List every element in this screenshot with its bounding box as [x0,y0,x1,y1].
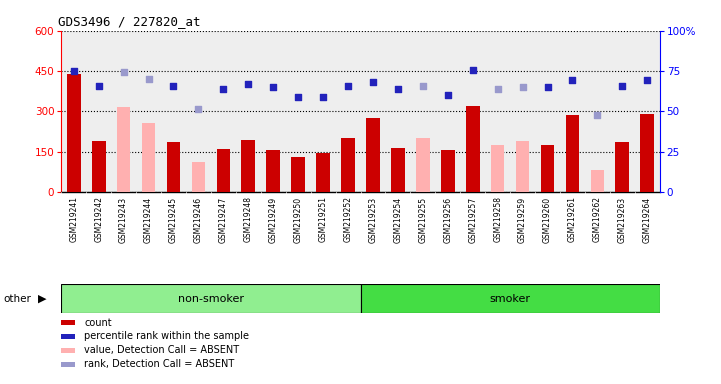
Text: GSM219261: GSM219261 [568,197,577,242]
Text: GSM219254: GSM219254 [394,197,402,243]
Text: GSM219250: GSM219250 [293,197,303,243]
Text: value, Detection Call = ABSENT: value, Detection Call = ABSENT [84,345,239,355]
Point [193,106,204,112]
Text: rank, Detection Call = ABSENT: rank, Detection Call = ABSENT [84,359,234,369]
Text: percentile rank within the sample: percentile rank within the sample [84,331,249,341]
Text: GSM219251: GSM219251 [319,197,327,242]
Point [567,78,578,84]
Point [642,78,653,84]
Bar [491,145,505,192]
Point [218,86,229,92]
Bar [61,320,75,325]
Bar [317,153,330,192]
Text: GSM219264: GSM219264 [642,197,652,243]
Point [242,81,254,88]
Point [168,83,180,89]
Point [367,79,379,85]
Point [592,112,603,118]
Bar [516,141,529,192]
Bar [416,138,430,192]
Text: GSM219260: GSM219260 [543,197,552,243]
Point [143,76,154,82]
Text: GSM219263: GSM219263 [618,197,627,243]
Text: GSM219241: GSM219241 [69,197,79,242]
Bar [541,145,554,192]
Text: GSM219257: GSM219257 [468,197,477,243]
Point [417,83,428,89]
Bar [92,141,105,192]
Text: ▶: ▶ [37,293,46,304]
Text: GDS3496 / 227820_at: GDS3496 / 227820_at [58,15,200,28]
Bar [61,284,360,313]
Text: non-smoker: non-smoker [178,293,244,304]
Text: GSM219247: GSM219247 [219,197,228,243]
Bar [216,149,230,192]
Bar [142,124,156,192]
Bar [565,115,579,192]
Text: GSM219255: GSM219255 [418,197,428,243]
Point [93,83,105,89]
Text: GSM219243: GSM219243 [119,197,128,243]
Point [342,83,354,89]
Point [392,86,404,92]
Text: GSM219253: GSM219253 [368,197,378,243]
Point [492,86,503,92]
Bar [441,150,455,192]
Text: GSM219249: GSM219249 [269,197,278,243]
Text: GSM219245: GSM219245 [169,197,178,243]
Point [118,70,129,76]
Bar [341,138,355,192]
Bar [167,142,180,192]
Bar [61,334,75,339]
Bar [366,118,380,192]
Bar [242,140,255,192]
Bar [360,284,660,313]
Text: GSM219259: GSM219259 [518,197,527,243]
Text: GSM219244: GSM219244 [144,197,153,243]
Point [68,68,79,74]
Text: GSM219242: GSM219242 [94,197,103,242]
Point [467,67,479,73]
Text: GSM219256: GSM219256 [443,197,452,243]
Text: smoker: smoker [490,293,531,304]
Bar [266,150,280,192]
Bar [466,106,479,192]
Bar [61,362,75,367]
Bar [67,74,81,192]
Text: other: other [4,293,32,304]
Text: GSM219246: GSM219246 [194,197,203,243]
Bar [291,157,305,192]
Text: GSM219248: GSM219248 [244,197,253,242]
Bar [640,114,654,192]
Point [267,84,279,90]
Text: GSM219252: GSM219252 [343,197,353,242]
Point [293,93,304,99]
Text: count: count [84,318,112,328]
Point [442,92,454,98]
Point [517,84,528,90]
Bar [117,107,131,192]
Text: GSM219258: GSM219258 [493,197,502,242]
Bar [616,142,629,192]
Bar [590,170,604,192]
Point [616,83,628,89]
Bar [61,348,75,353]
Point [541,84,553,90]
Text: GSM219262: GSM219262 [593,197,602,242]
Point [317,93,329,99]
Bar [391,148,404,192]
Bar [192,162,205,192]
